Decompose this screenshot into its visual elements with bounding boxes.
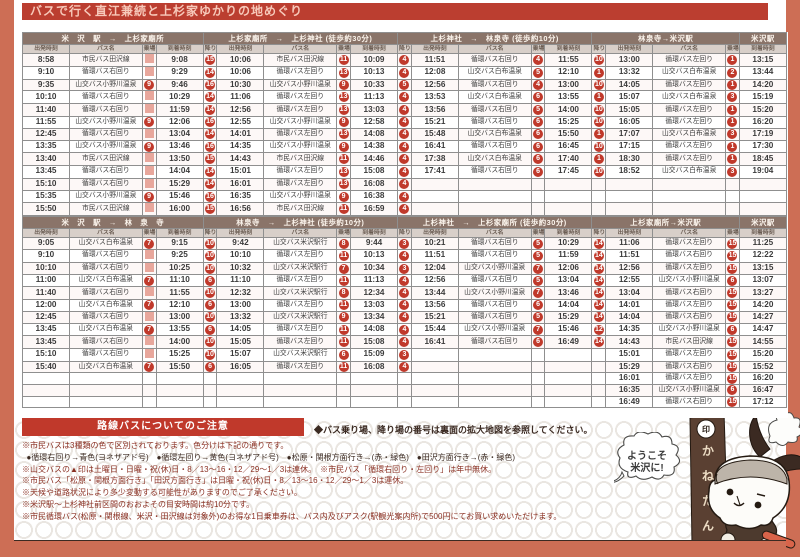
svg-text:ようこそ: ようこそ <box>627 450 667 462</box>
svg-text:ん: ん <box>702 519 714 533</box>
svg-text:か: か <box>702 444 714 458</box>
svg-text:米沢に!: 米沢に! <box>630 461 663 474</box>
svg-text:印: 印 <box>702 424 710 434</box>
